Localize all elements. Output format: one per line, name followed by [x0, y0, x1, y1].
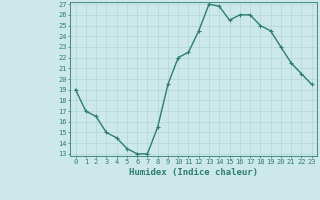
X-axis label: Humidex (Indice chaleur): Humidex (Indice chaleur) [129, 168, 258, 177]
